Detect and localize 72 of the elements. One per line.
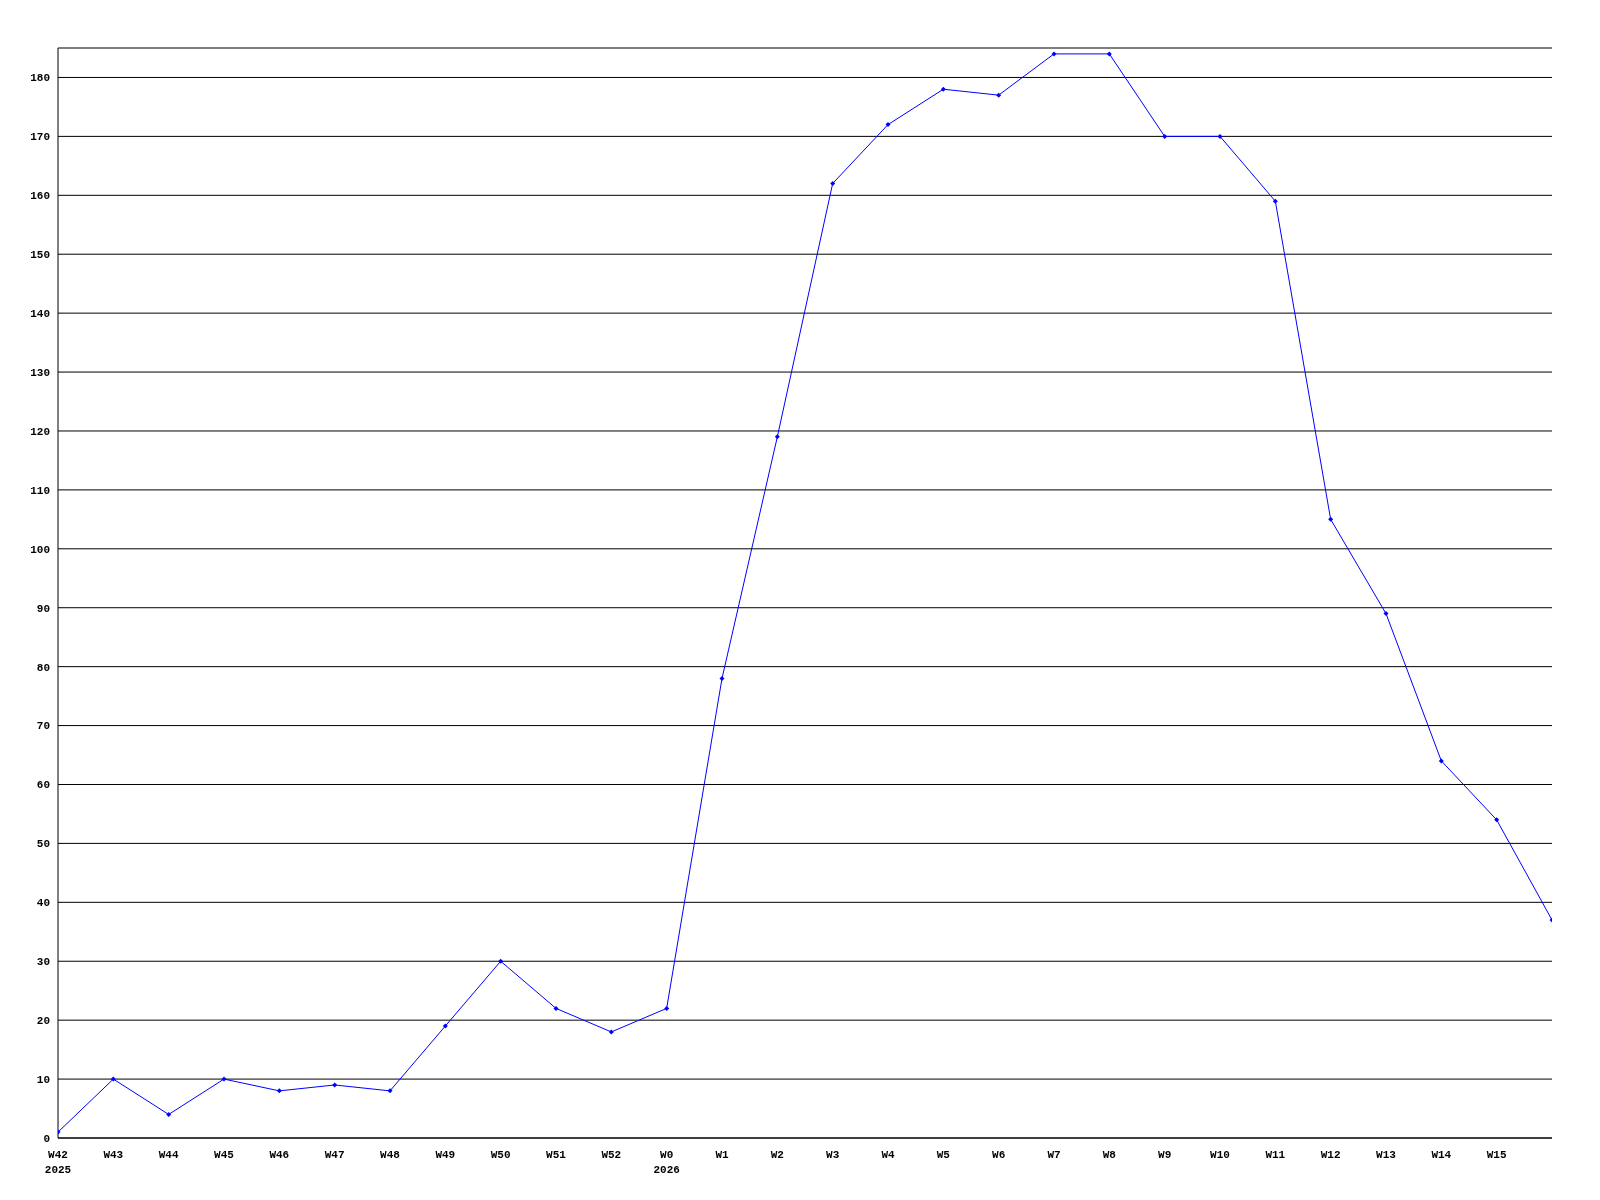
x-tick-label: W10 [1210, 1149, 1230, 1161]
y-tick-label: 150 [30, 249, 50, 262]
x-tick-label: W15 [1486, 1149, 1507, 1161]
x-tick-label: W52 [601, 1149, 622, 1161]
y-tick-label: 90 [36, 602, 50, 615]
x-tick-label: W6 [992, 1149, 1006, 1161]
point [1383, 611, 1389, 617]
y-tick-label: 140 [30, 308, 50, 321]
point [996, 92, 1002, 98]
x-tick-label: W2 [770, 1149, 784, 1161]
x-tick-label: W45 [214, 1149, 235, 1161]
x-tick-label: W7 [1047, 1149, 1061, 1161]
point [1272, 198, 1278, 204]
x-tick-label: W9 [1158, 1149, 1172, 1161]
x-tick-label: W4 [881, 1149, 895, 1161]
y-tick-label: 160 [30, 190, 50, 203]
x-tick-label: W1 [715, 1149, 729, 1161]
point [442, 1023, 448, 1029]
y-tick-label: 80 [36, 661, 50, 674]
y-tick-label: 170 [30, 131, 50, 144]
x-tick-label: W3 [826, 1149, 840, 1161]
point [830, 181, 836, 187]
point [1494, 817, 1500, 823]
x-tick-label: W5 [936, 1149, 951, 1161]
x-tick-label: W48 [380, 1149, 401, 1161]
point [940, 86, 946, 92]
point [553, 1005, 559, 1011]
y-tick-label: 110 [30, 484, 50, 497]
point [387, 1088, 393, 1094]
x-tick-label: W0 2026 [653, 1149, 680, 1176]
point [166, 1111, 172, 1117]
y-tick-label: 180 [30, 72, 50, 85]
point [498, 958, 504, 964]
y-tick-label: 0 [43, 1132, 50, 1145]
point [1106, 51, 1112, 57]
y-tick-label: 20 [36, 1015, 50, 1028]
point [1051, 51, 1057, 57]
point [221, 1076, 227, 1082]
point [1438, 758, 1444, 764]
x-tick-label: W51 [546, 1149, 567, 1161]
y-tick-label: 130 [30, 366, 50, 379]
x-tick-label: W14 [1431, 1149, 1452, 1161]
x-tick-label: W44 [158, 1149, 179, 1161]
y-tick-label: 70 [36, 720, 50, 733]
y-tick-label: 100 [30, 543, 50, 556]
point [608, 1029, 614, 1035]
x-tick-label: W11 [1265, 1149, 1286, 1161]
x-tick-label: W49 [435, 1149, 456, 1161]
x-tick-label: W46 [269, 1149, 290, 1161]
y-tick-label: 60 [36, 779, 50, 792]
point [1162, 133, 1168, 139]
point [885, 122, 891, 128]
point [332, 1082, 338, 1088]
x-tick-label: W42 2025 [44, 1149, 72, 1176]
y-tick-label: 50 [36, 838, 50, 851]
point [1217, 133, 1223, 139]
point [719, 675, 725, 681]
x-tick-label: W8 [1102, 1149, 1117, 1161]
x-tick-label: W13 [1376, 1149, 1397, 1161]
y-tick-label: 120 [30, 425, 50, 438]
point [664, 1005, 670, 1011]
x-tick-label: W43 [103, 1149, 124, 1161]
point [774, 434, 780, 440]
point [110, 1076, 116, 1082]
y-tick-label: 10 [36, 1073, 50, 1086]
x-tick-label: W50 [490, 1149, 511, 1161]
x-tick-label: W47 [324, 1149, 345, 1161]
y-tick-label: 40 [36, 897, 50, 910]
x-tick-label: W12 [1320, 1149, 1341, 1161]
point [276, 1088, 282, 1094]
point [1328, 516, 1334, 522]
y-tick-label: 30 [36, 956, 50, 969]
